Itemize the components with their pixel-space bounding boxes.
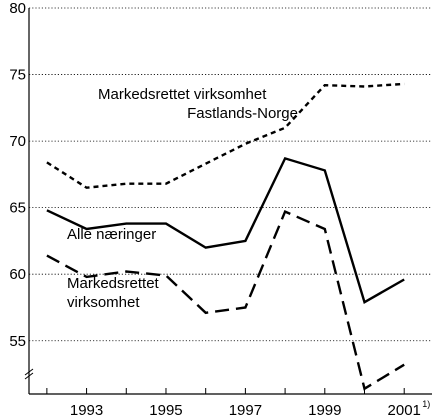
series-labels: Markedsrettet virksomhet Fastlands-Norge A… — [67, 86, 298, 311]
x-tick-label-1999: 1999 — [308, 402, 341, 419]
series-label-0-line-1: Fastlands-Norge — [187, 105, 298, 122]
series-label-2-line-0: Markedsrettet — [67, 275, 160, 292]
x-tick-label-1997: 1997 — [229, 402, 262, 419]
y-tick-label-65: 65 — [9, 200, 26, 217]
series-label-0-line-0: Markedsrettet virksomhet — [98, 86, 267, 103]
axes — [24, 8, 432, 395]
series-line-1 — [46, 156, 405, 304]
series-line-0 — [46, 82, 405, 189]
y-tick-label-80: 80 — [9, 0, 26, 17]
x-tick-footnote-2001: 1) — [422, 399, 430, 409]
axis-break-mark-2 — [24, 372, 34, 380]
y-tick-label-55: 55 — [9, 333, 26, 350]
axis-break-mark — [24, 368, 34, 376]
y-tick-label-75: 75 — [9, 67, 26, 84]
x-tick-label-2001: 2001 — [388, 402, 421, 419]
series-lines — [46, 82, 405, 391]
y-tick-label-70: 70 — [9, 133, 26, 150]
series-label-1-line-0: Alle næringer — [67, 226, 156, 243]
tick-labels: 55 60 65 70 75 80 1993 1995 1997 1999 2001 1) — [9, 0, 430, 419]
series-line-2 — [46, 210, 405, 391]
x-tick-label-1993: 1993 — [70, 402, 103, 419]
y-tick-label-60: 60 — [9, 266, 26, 283]
series-label-2-line-1: virksomhet — [67, 294, 140, 311]
x-tick-label-1995: 1995 — [149, 402, 182, 419]
